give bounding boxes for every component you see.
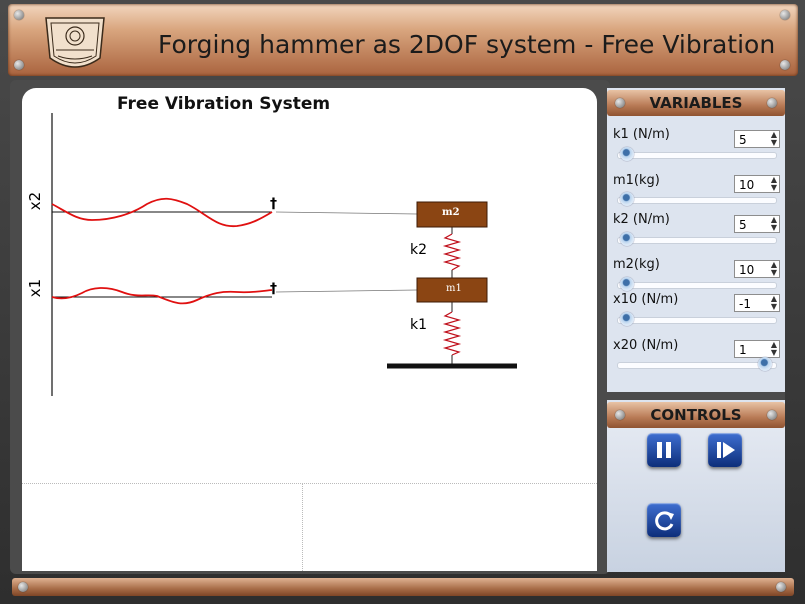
vibration-plot — [51, 113, 517, 396]
reset-icon — [655, 511, 674, 531]
x20-input[interactable]: 1 ▲ ▼ — [734, 340, 780, 358]
footer-bar — [12, 578, 794, 596]
screw-icon — [776, 582, 786, 592]
x10-input[interactable]: -1 ▲ ▼ — [734, 294, 780, 312]
x2-wave — [51, 197, 273, 227]
m2-input[interactable]: 10 ▲ ▼ — [734, 260, 780, 278]
controls-area — [607, 428, 785, 572]
spring-k2-label: k2 — [410, 242, 428, 258]
variables-header: VARIABLES — [607, 90, 785, 116]
screw-icon — [14, 60, 24, 70]
k2-input[interactable]: 5 ▲ ▼ — [734, 215, 780, 233]
step-forward-button[interactable] — [708, 433, 742, 467]
x1-link-line — [275, 289, 418, 293]
m1-label: m1(kg) — [613, 173, 660, 188]
variables-title: VARIABLES — [649, 94, 743, 112]
m1-slider[interactable] — [617, 192, 777, 206]
screw-icon — [780, 10, 790, 20]
x2-axis-label: x2 — [26, 191, 45, 211]
k1-slider-thumb[interactable] — [620, 147, 634, 161]
x10-label: x10 (N/m) — [613, 292, 679, 307]
screw-icon — [767, 98, 777, 108]
x2-pointer: † — [270, 196, 277, 212]
panel-separator — [607, 392, 785, 400]
screw-icon — [14, 10, 24, 20]
k2-slider-thumb[interactable] — [620, 232, 634, 246]
mass-m1 — [416, 277, 488, 303]
spring-k1 — [442, 311, 462, 356]
screw-icon — [18, 582, 28, 592]
x2-link-line — [275, 211, 418, 215]
mass-m2 — [416, 201, 488, 228]
controls-title: CONTROLS — [650, 406, 742, 424]
k2-label: k2 (N/m) — [613, 212, 670, 227]
m2-slider-thumb[interactable] — [620, 277, 634, 291]
mass-m1-label: m1 — [446, 283, 462, 294]
k2-slider[interactable] — [617, 232, 777, 246]
screw-icon — [615, 98, 625, 108]
step-forward-icon — [717, 442, 735, 458]
m2-label: m2(kg) — [613, 257, 660, 272]
page-title: Forging hammer as 2DOF system - Free Vib… — [158, 30, 776, 59]
x20-slider-thumb[interactable] — [758, 357, 772, 371]
canvas-title: Free Vibration System — [117, 94, 331, 114]
lower-divider — [22, 483, 597, 484]
x1-wave — [51, 287, 273, 305]
screw-icon — [780, 60, 790, 70]
x20-slider[interactable] — [617, 357, 777, 371]
spring-k1-label: k1 — [410, 317, 428, 333]
x1-axis-label: x1 — [26, 278, 45, 298]
controls-header: CONTROLS — [607, 402, 785, 428]
k1-input[interactable]: 5 ▲ ▼ — [734, 130, 780, 148]
mass-m2-label: m2 — [442, 207, 460, 218]
simulation-canvas: Free Vibration System x2 x1 † † m2 m1 k2… — [22, 88, 597, 571]
title-bar: Forging hammer as 2DOF system - Free Vib… — [8, 4, 798, 76]
k1-label: k1 (N/m) — [613, 127, 670, 142]
k1-slider[interactable] — [617, 147, 777, 161]
screw-icon — [615, 410, 625, 420]
pause-button[interactable] — [647, 433, 681, 467]
m1-input[interactable]: 10 ▲ ▼ — [734, 175, 780, 193]
lower-split — [302, 483, 303, 571]
m2-slider[interactable] — [617, 277, 777, 291]
reset-button[interactable] — [647, 503, 681, 537]
institute-logo-icon — [45, 17, 105, 68]
x20-label: x20 (N/m) — [613, 338, 679, 353]
m1-slider-thumb[interactable] — [620, 192, 634, 206]
x10-slider-thumb[interactable] — [620, 312, 634, 326]
x10-slider[interactable] — [617, 312, 777, 326]
x1-pointer: † — [270, 281, 277, 297]
spring-k2 — [442, 233, 462, 271]
sidebar: VARIABLES k1 (N/m) 5 ▲ ▼ m1(kg) 10 ▲ ▼ k2 (N… — [607, 88, 785, 572]
pause-icon — [657, 442, 671, 458]
screw-icon — [767, 410, 777, 420]
